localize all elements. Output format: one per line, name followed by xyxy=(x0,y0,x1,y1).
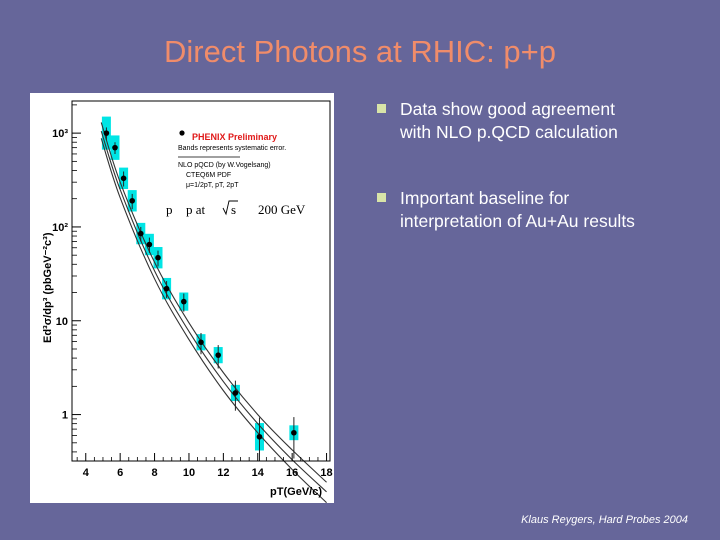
data-point xyxy=(198,339,204,346)
data-point xyxy=(129,197,135,204)
legend-theory-line2: CTEQ6M PDF xyxy=(186,172,231,179)
legend-note: Bands represents systematic error. xyxy=(178,145,286,152)
bullet-line: interpretation of Au+Au results xyxy=(400,211,635,231)
system-p2: p at xyxy=(186,202,206,217)
x-tick-label: 4 xyxy=(83,467,90,479)
system-p1: p xyxy=(166,202,173,217)
x-tick-label: 14 xyxy=(252,467,265,479)
x-tick-label: 6 xyxy=(117,467,123,479)
y-tick-label: 10³ xyxy=(52,128,68,140)
data-point xyxy=(163,285,170,292)
bullet-line: Important baseline for xyxy=(400,188,570,208)
legend-theory-line3: μ=1/2pT, pT, 2pT xyxy=(186,182,239,189)
legend-theory-line1: NLO pQCD (by W.Vogelsang) xyxy=(178,162,271,169)
cross-section-chart: 4 6 8 10 12 14 16 18 1 10 10² 10³ PHENIX Preliminar… xyxy=(42,100,333,503)
plot-panel: 4 6 8 10 12 14 16 18 1 10 10² 10³ PHENIX Preliminar… xyxy=(30,93,334,503)
y-tick-label: 1 xyxy=(62,410,68,422)
plot-frame xyxy=(71,100,331,462)
data-point xyxy=(215,352,221,358)
bullet-list: Data show good agreement with NLO p.QCD … xyxy=(376,98,706,276)
footer-credit: Klaus Reygers, Hard Probes 2004 xyxy=(521,514,688,526)
data-point xyxy=(138,230,144,237)
system-s: s xyxy=(231,202,236,217)
x-tick-label: 10 xyxy=(183,467,195,479)
bullet-line: with NLO p.QCD calculation xyxy=(400,122,618,142)
axes: 4 6 8 10 12 14 16 18 1 10 10² 10³ xyxy=(52,100,333,479)
theory-curve xyxy=(100,130,327,493)
slide-title: Direct Photons at RHIC: p+p xyxy=(164,34,556,69)
y-tick-label: 10² xyxy=(52,222,68,234)
x-axis-title: pT(GeV/c) xyxy=(270,486,322,498)
data-point xyxy=(112,144,118,151)
data-point xyxy=(120,175,127,182)
legend-marker xyxy=(179,130,185,136)
y-tick-label: 10 xyxy=(56,316,68,328)
data-point xyxy=(146,241,153,248)
system-energy: 200 GeV xyxy=(258,202,306,217)
data-point xyxy=(103,130,110,136)
sqrt-sign xyxy=(222,200,238,216)
x-tick-label: 16 xyxy=(286,467,298,479)
legend-title: PHENIX Preliminary xyxy=(192,132,277,142)
bullet-square-icon xyxy=(377,193,386,202)
bullet-item: Data show good agreement with NLO p.QCD … xyxy=(376,98,706,144)
data-point xyxy=(256,433,263,440)
data-point xyxy=(155,254,161,261)
data-points xyxy=(103,127,297,461)
x-tick-label: 8 xyxy=(151,467,157,479)
data-point xyxy=(232,390,239,396)
theory-curve xyxy=(100,122,327,483)
data-point xyxy=(291,429,297,436)
bullet-line: Data show good agreement xyxy=(400,99,615,119)
bullet-item: Important baseline for interpretation of… xyxy=(376,187,706,233)
theory-curves xyxy=(100,122,327,503)
x-tick-label: 18 xyxy=(320,467,332,479)
bullet-square-icon xyxy=(377,104,386,113)
theory-curve xyxy=(100,138,327,503)
x-tick-label: 12 xyxy=(217,467,229,479)
data-point xyxy=(181,298,187,305)
y-axis-title: Ed³σ/dp³ (pbGeV⁻²c³) xyxy=(42,232,54,343)
